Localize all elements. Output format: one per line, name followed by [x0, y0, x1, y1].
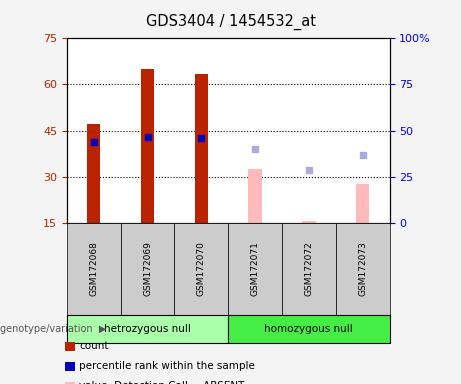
Text: GSM172071: GSM172071	[251, 242, 260, 296]
Text: GSM172072: GSM172072	[304, 242, 313, 296]
Text: genotype/variation  ▶: genotype/variation ▶	[0, 324, 106, 334]
Text: percentile rank within the sample: percentile rank within the sample	[79, 361, 255, 371]
Text: homozygous null: homozygous null	[265, 324, 353, 334]
Text: GSM172069: GSM172069	[143, 242, 152, 296]
Bar	[302, 221, 316, 223]
Bar	[87, 124, 100, 223]
Text: count: count	[79, 341, 109, 351]
Text: GDS3404 / 1454532_at: GDS3404 / 1454532_at	[146, 13, 315, 30]
Text: value, Detection Call = ABSENT: value, Detection Call = ABSENT	[79, 381, 245, 384]
Text: GSM172073: GSM172073	[358, 242, 367, 296]
Bar	[248, 169, 262, 223]
Bar	[195, 74, 208, 223]
Text: hetrozygous null: hetrozygous null	[104, 324, 191, 334]
Bar	[141, 69, 154, 223]
Bar	[356, 184, 369, 223]
Text: GSM172070: GSM172070	[197, 242, 206, 296]
Text: GSM172068: GSM172068	[89, 242, 98, 296]
